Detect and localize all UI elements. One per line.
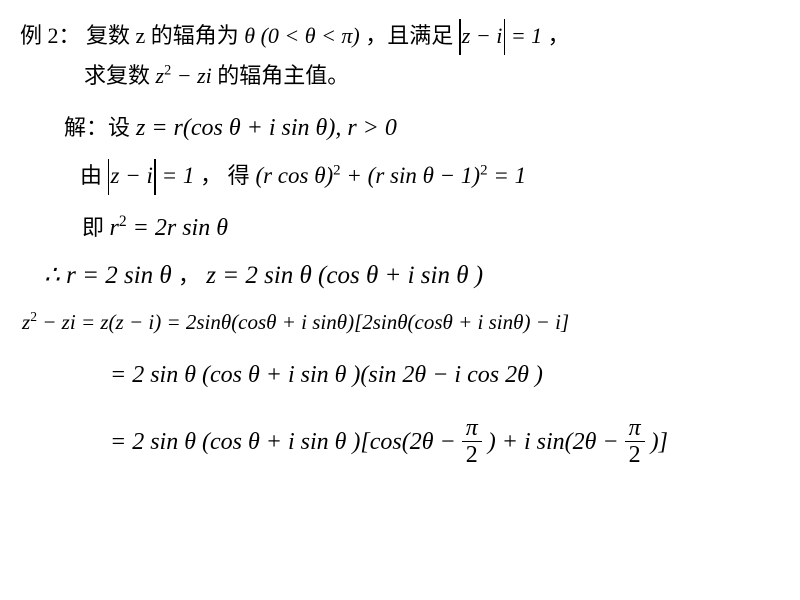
text: 解：设: [64, 115, 130, 140]
math: z − i: [462, 23, 503, 48]
solution-line-6: = 2 sin θ (cos θ + i sin θ )(sin 2θ − i …: [110, 362, 543, 389]
text: 即: [82, 215, 110, 240]
text: ，: [178, 263, 200, 288]
math: = 2 sin θ (cos θ + i sin θ )(sin 2θ − i …: [110, 362, 543, 388]
superscript: 2: [164, 63, 171, 79]
problem-line-1: 例 2： 复数 z 的辐角为 θ (0 < θ < π) ，且满足 z − i …: [20, 18, 570, 50]
text: 的辐角主值。: [217, 63, 349, 88]
text: ， 得: [200, 163, 250, 188]
solution-line-4: ∴ r = 2 sin θ ， z = 2 sin θ (cos θ + i s…: [44, 258, 483, 290]
denominator: 2: [625, 442, 645, 467]
solution-line-3: 即 r2 = 2r sin θ: [82, 210, 228, 242]
numerator: π: [625, 416, 645, 442]
fraction: π 2: [462, 416, 482, 467]
superscript: 2: [333, 162, 340, 178]
math: = 1: [493, 163, 526, 188]
math: − zi = z(z − i) = 2sinθ(cosθ + i sinθ)[2…: [42, 310, 569, 334]
text: 复数 z 的辐角为: [86, 23, 239, 48]
fraction: π 2: [625, 416, 645, 467]
math: z = 2 sin θ (cos θ + i sin θ ): [206, 262, 483, 289]
abs-expr: z − i: [459, 23, 506, 49]
math: z: [156, 63, 165, 88]
math: z − i: [111, 163, 153, 188]
superscript: 2: [119, 213, 127, 230]
solution-line-2: 由 z − i = 1 ， 得 (r cos θ)2 + (r sin θ − …: [80, 158, 526, 190]
math: r: [110, 215, 119, 241]
math: ∴ r = 2 sin θ: [44, 262, 178, 289]
math: (r cos θ): [255, 163, 333, 188]
text: 由: [80, 163, 108, 188]
text: ，: [548, 23, 570, 48]
superscript: 2: [30, 309, 37, 324]
math: = 1: [511, 23, 542, 48]
math: = 2 sin θ (cos θ + i sin θ )[cos(2θ −: [110, 429, 462, 455]
denominator: 2: [462, 442, 482, 467]
solution-line-7: = 2 sin θ (cos θ + i sin θ )[cos(2θ − π …: [110, 418, 668, 469]
solution-line-1: 解：设 z = r(cos θ + i sin θ), r > 0: [64, 110, 397, 142]
abs-expr: z − i: [108, 163, 156, 189]
math: ) + i sin(2θ −: [488, 429, 625, 455]
text: ，且满足: [365, 23, 453, 48]
example-label: 例 2：: [20, 23, 81, 48]
superscript: 2: [480, 162, 487, 178]
solution-line-5: z2 − zi = z(z − i) = 2sinθ(cosθ + i sinθ…: [22, 310, 569, 335]
math: − zi: [177, 63, 212, 88]
math: = 1: [162, 163, 201, 188]
numerator: π: [462, 416, 482, 442]
math: θ (0 < θ < π): [244, 23, 359, 48]
math: z: [22, 310, 30, 334]
text: 求复数: [84, 63, 150, 88]
problem-line-2: 求复数 z2 − zi 的辐角主值。: [84, 58, 349, 90]
math: + (r sin θ − 1): [346, 163, 480, 188]
math: )]: [651, 429, 668, 455]
math: = 2r sin θ: [133, 215, 228, 241]
math: z = r(cos θ + i sin θ), r > 0: [136, 115, 397, 141]
